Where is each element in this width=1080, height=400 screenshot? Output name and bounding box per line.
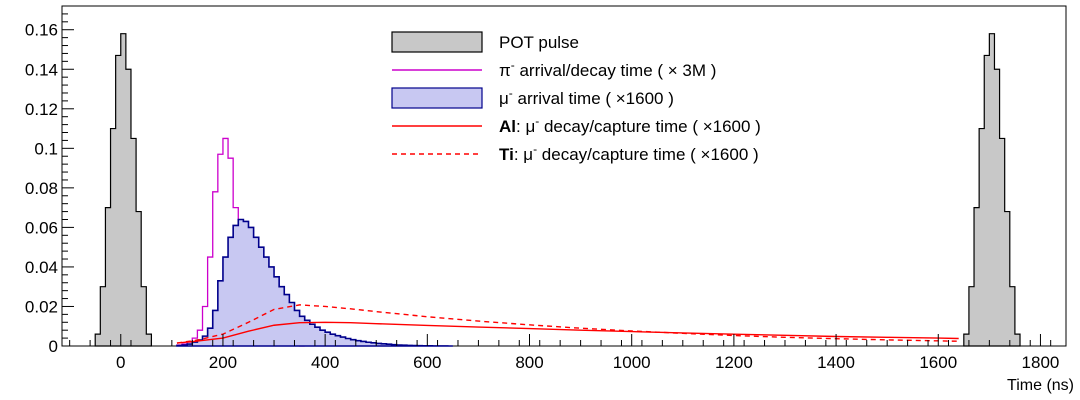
y-tick-label: 0.02 <box>25 297 58 316</box>
legend-label-ti: Ti: μ- decay/capture time ( ×1600 ) <box>499 142 759 164</box>
al-curve <box>176 321 959 344</box>
y-tick-label: 0.04 <box>25 258 58 277</box>
legend-label-muon: μ- arrival time ( ×1600 ) <box>499 86 674 108</box>
muon-histogram <box>176 218 453 347</box>
y-tick-label: 0.1 <box>34 139 58 158</box>
series-layer <box>94 33 1021 347</box>
x-tick-label: 1000 <box>613 353 651 372</box>
x-tick-label: 0 <box>116 353 125 372</box>
pot-pulse-1 <box>94 33 153 347</box>
y-tick-label: 0.12 <box>25 100 58 119</box>
ti-curve <box>176 304 959 344</box>
y-tick-label: 0.16 <box>25 21 58 40</box>
y-tick-label: 0.14 <box>25 60 58 79</box>
x-tick-label: 400 <box>311 353 339 372</box>
legend-label-al: Al: μ- decay/capture time ( ×1600 ) <box>499 114 761 136</box>
y-tick-label: 0.08 <box>25 179 58 198</box>
pot-pulse-2 <box>963 33 1021 347</box>
legend-label-pot: POT pulse <box>499 33 579 52</box>
legend-swatch-pot <box>391 31 483 53</box>
x-tick-label: 1400 <box>817 353 855 372</box>
x-tick-label: 1600 <box>919 353 957 372</box>
x-tick-label: 1200 <box>715 353 753 372</box>
x-tick-label: 800 <box>515 353 543 372</box>
plot-frame <box>61 5 1067 347</box>
y-tick-label: 0.06 <box>25 218 58 237</box>
legend-label-pion: π- arrival/decay time ( × 3M ) <box>499 58 716 80</box>
legend: POT pulse π- arrival/decay time ( × 3M ) μ… <box>391 31 761 164</box>
x-tick-label: 1800 <box>1022 353 1060 372</box>
x-axis-title: Time (ns) <box>1007 377 1074 394</box>
y-tick-label: 0 <box>49 337 58 356</box>
legend-swatch-muon <box>391 87 483 109</box>
x-tick-label: 600 <box>413 353 441 372</box>
axes-layer: 0 200 400 600 800 1000 1200 1400 1600 1800 0 0.02 0.… <box>25 13 1060 372</box>
x-tick-label: 200 <box>209 353 237 372</box>
